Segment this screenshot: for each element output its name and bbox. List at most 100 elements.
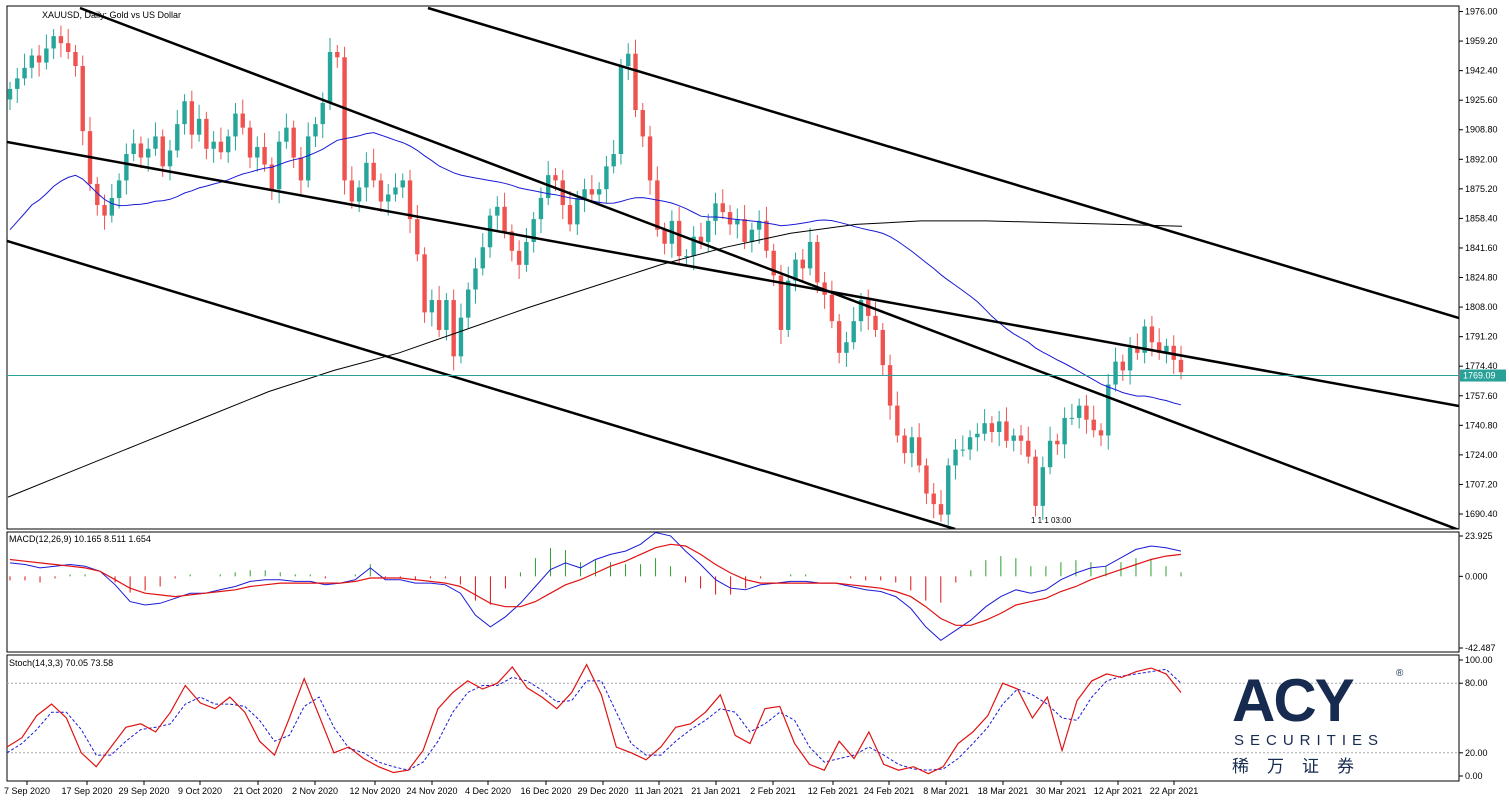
x-tick-label: 21 Oct 2020 [233,786,282,796]
candle-body [938,504,944,515]
candle-body [466,289,471,318]
candle-body [553,175,558,181]
x-tick-label: 2 Feb 2021 [750,786,796,796]
candle-body [793,259,798,281]
candle-body [640,110,645,137]
candle-body [247,127,253,158]
current-price-label: 1769.09 [1463,371,1496,381]
macd-tick-label: 23.925 [1465,531,1493,541]
candle-body [356,187,362,202]
candle-body [487,215,493,248]
candle-body [7,88,13,100]
candle-body [807,241,813,269]
candle-body [233,113,238,137]
candle-body [364,162,369,188]
time-marker-label: 1 1 1 03:00 [1031,516,1072,525]
candle-body [160,136,165,167]
candle-body [880,329,885,366]
candle-body [415,219,420,255]
x-tick-label: 12 Nov 2020 [349,786,400,796]
candle-body [1069,417,1075,419]
candle-body [786,280,791,330]
candle-body [509,231,515,251]
candle-body [829,294,835,322]
candle-body [1026,440,1031,457]
candle-body [1033,456,1038,506]
candle-body [611,154,616,167]
candle-body [102,205,107,216]
candle-body [349,180,355,202]
ma-fast-line [9,132,1182,406]
macd-label: MACD(12,26,9) 10.165 8.511 1.654 [9,534,151,544]
candle-body [844,342,849,353]
x-tick-label: 21 Jan 2021 [691,786,741,796]
candle-body [473,268,478,290]
candle-body [1062,417,1067,445]
price-tick-label: 1925.60 [1465,95,1498,105]
candle-body [858,300,864,322]
candle-body [1004,421,1009,441]
candle-body [109,198,115,216]
candle-body [175,124,180,151]
x-tick-label: 11 Jan 2021 [635,786,684,796]
candle-body [153,136,158,149]
candle-body [778,275,784,330]
candle-body [916,437,922,466]
price-panel: 1976.00 1959.20 1942.40 1925.60 1908.80 1892.… [6,5,1506,530]
candle-body [982,423,987,434]
candle-body [836,321,842,353]
candle-body [371,162,376,181]
candle-body [604,166,609,190]
candle-body [44,48,49,63]
candle-body [516,250,522,265]
x-tick-label: 8 Mar 2021 [923,786,969,796]
candle-body [291,127,296,158]
logo-chinese-name: 稀万证券 [1232,757,1372,777]
candle-body [131,143,136,155]
candle-body [386,194,391,202]
trend-channel-line [427,6,1459,320]
candle-body [996,421,1002,432]
price-tick-label: 1791.20 [1465,332,1498,342]
price-tick-label: 1690.40 [1465,509,1498,519]
candle-body [742,219,747,242]
candle-body [400,180,405,188]
candle-body [429,300,435,313]
candle-body [1171,345,1176,360]
candle-body [1156,342,1162,353]
candle-body [1011,435,1016,441]
candle-body [1098,430,1104,436]
candle-body [255,146,260,158]
candle-body [313,124,318,137]
ma-slow-line [7,220,1183,498]
candle-body [887,365,893,406]
candle-body [218,141,224,153]
candle-body [524,241,529,265]
logo-registered-mark: ® [1396,668,1404,679]
candle-body [582,189,587,199]
candle-body [764,220,769,251]
stoch-k-line [6,663,1182,775]
candle-body [36,55,42,63]
candle-body [931,493,936,505]
price-tick-label: 1908.80 [1465,125,1498,135]
candle-body [655,180,660,230]
candle-body [436,300,442,330]
candle-body [269,164,275,190]
candle-body [240,113,245,128]
candle-body [1040,467,1046,506]
candle-body [502,206,507,232]
candle-body [720,203,725,213]
x-tick-label: 24 Feb 2021 [864,786,915,796]
macd-panel: 23.925 0.000 -42.487 [6,531,1496,653]
candle-body [306,136,311,181]
price-tick-label: 1858.40 [1465,213,1498,223]
candle-body [320,103,325,125]
candle-body [706,220,711,242]
macd-tick-label: -42.487 [1465,643,1496,653]
candle-body [1120,361,1126,371]
candle-body [902,435,907,454]
candle-body [480,247,485,269]
macd-panel-frame [6,531,1460,653]
candle-body [225,136,231,153]
